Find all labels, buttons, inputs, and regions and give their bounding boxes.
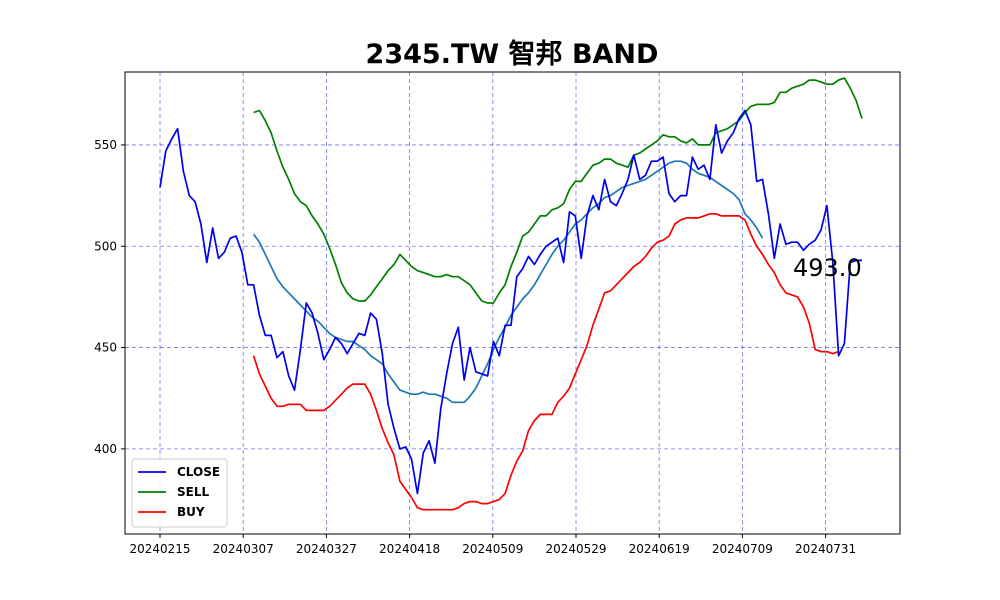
close-line bbox=[159, 109, 862, 495]
chart-title: 2345.TW 智邦 BAND bbox=[366, 39, 659, 70]
legend-label: SELL bbox=[177, 485, 209, 499]
mid-line bbox=[252, 160, 764, 404]
grid bbox=[125, 72, 900, 534]
legend-label: CLOSE bbox=[177, 465, 220, 479]
legend: CLOSE SELL BUY bbox=[131, 458, 228, 528]
legend-box bbox=[131, 458, 228, 528]
x-tick-label: 20240731 bbox=[795, 542, 856, 556]
x-tick-label: 20240215 bbox=[129, 542, 190, 556]
plot-frame bbox=[124, 71, 901, 535]
x-tick-label: 20240619 bbox=[629, 542, 690, 556]
x-tick-label: 20240307 bbox=[213, 542, 274, 556]
y-tick-label: 500 bbox=[94, 239, 117, 253]
x-tick-label: 20240709 bbox=[712, 542, 773, 556]
last-price-annotation: 493.0 bbox=[793, 254, 862, 282]
y-tick-label: 400 bbox=[94, 442, 117, 456]
y-tick-label: 450 bbox=[94, 341, 117, 355]
x-tick-label: 20240327 bbox=[296, 542, 357, 556]
x-tick-label: 20240509 bbox=[462, 542, 523, 556]
y-tick-label: 550 bbox=[94, 138, 117, 152]
axis-ticks: 20240215 20240307 20240327 20240418 20240509… bbox=[94, 138, 856, 556]
series-lines bbox=[159, 77, 863, 511]
sell-line bbox=[253, 77, 863, 304]
buy-line bbox=[252, 212, 839, 511]
x-tick-label: 20240418 bbox=[379, 542, 440, 556]
x-tick-label: 20240529 bbox=[545, 542, 606, 556]
legend-label: BUY bbox=[177, 505, 205, 519]
